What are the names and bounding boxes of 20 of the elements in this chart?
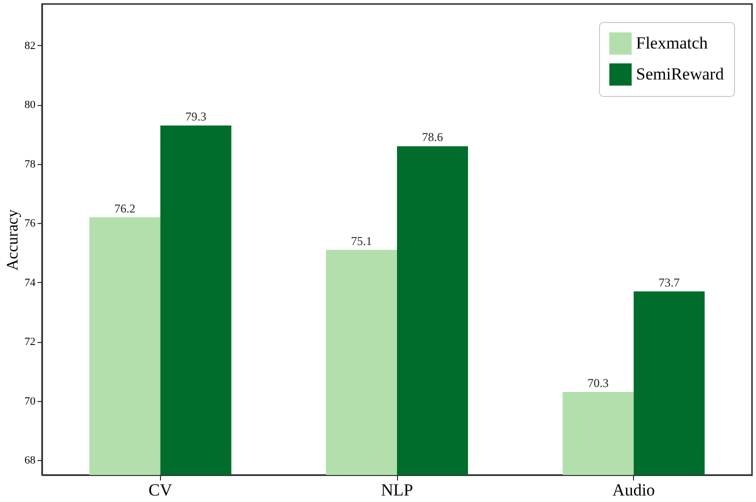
data-label: 76.2 — [114, 201, 136, 216]
x-tick-label: NLP — [380, 480, 414, 500]
legend-label: SemiReward — [636, 64, 724, 84]
data-label: 70.3 — [588, 376, 609, 390]
data-label: 78.6 — [422, 130, 443, 144]
y-tick-label: 80 — [24, 99, 36, 112]
data-label: 75.1 — [351, 234, 372, 248]
y-axis-title: Accuracy — [4, 209, 22, 271]
x-tick-label: CV — [148, 480, 173, 500]
legend-label: Flexmatch — [636, 34, 708, 52]
y-tick-label: 74 — [24, 276, 36, 289]
y-tick-label: 70 — [24, 395, 36, 408]
data-label: 79.3 — [185, 109, 206, 124]
y-tick-label: 68 — [24, 454, 36, 467]
y-tick-label: 72 — [24, 336, 36, 348]
y-tick-label: 76 — [24, 218, 36, 230]
y-tick-label: 82 — [24, 40, 36, 52]
y-tick-label: 78 — [24, 158, 36, 170]
data-label: 73.7 — [658, 275, 680, 290]
x-tick-label: Audio — [612, 480, 655, 500]
